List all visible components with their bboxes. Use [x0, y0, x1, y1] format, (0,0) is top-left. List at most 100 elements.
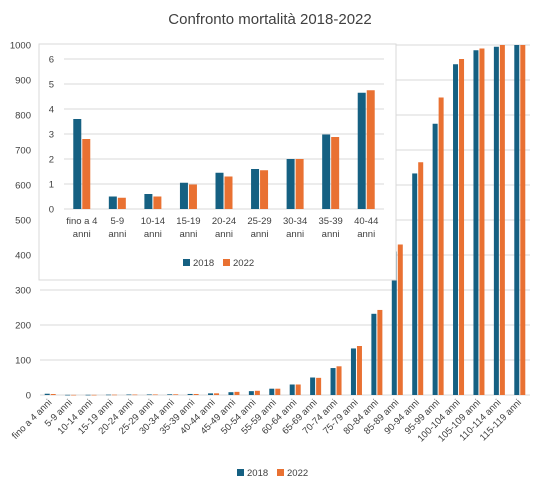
main-bar-2018-7	[187, 393, 193, 395]
main-bar-2018-0	[44, 393, 50, 395]
main-bar-2022-12	[295, 384, 301, 395]
main-bar-2022-14	[336, 366, 342, 395]
inset-x-tick-label: 15-19 anni	[176, 216, 200, 240]
main-y-tick-label: 800	[15, 111, 31, 122]
inset-legend-swatch-2022	[223, 259, 230, 266]
main-bar-2022-0	[50, 394, 56, 395]
main-bar-2022-5	[152, 394, 158, 396]
main-bar-2022-18	[418, 162, 424, 395]
main-legend-label-2022: 2022	[287, 468, 308, 479]
main-bar-2022-1	[71, 394, 77, 396]
inset-legend: 2018 2022	[183, 258, 254, 269]
main-bar-2022-9	[234, 391, 240, 395]
main-bar-2018-12	[289, 384, 295, 395]
main-bar-2018-19	[432, 123, 438, 395]
main-y-tick-label: 500	[15, 216, 31, 227]
inset-bar-2022-6	[295, 159, 304, 209]
inset-x-tick-label: 20-24 anni	[212, 216, 236, 240]
main-y-tick-label: 100	[15, 356, 31, 367]
inset-x-tick-label: 30-34 anni	[283, 216, 307, 240]
main-y-tick-label: 1000	[10, 41, 31, 52]
main-bar-2022-6	[173, 394, 179, 395]
inset-x-tick-label: 5-9 anni	[108, 216, 126, 240]
inset-bar-2018-8	[357, 92, 366, 209]
main-legend-swatch-2018	[237, 469, 244, 476]
inset-bar-2022-2	[153, 196, 162, 209]
main-bar-2018-23	[514, 45, 520, 395]
inset-bar-2018-2	[144, 194, 153, 209]
inset-bar-2018-3	[179, 182, 188, 209]
main-bar-2018-22	[493, 46, 499, 395]
inset-y-tick-label: 5	[49, 80, 54, 91]
main-y-tick-label: 0	[26, 391, 31, 402]
inset-bar-2018-7	[322, 134, 331, 209]
inset-bar-2022-3	[188, 184, 197, 209]
main-bar-2022-21	[479, 48, 485, 395]
inset-bar-2022-1	[117, 197, 126, 209]
main-bar-2022-15	[356, 346, 362, 395]
main-bar-2018-2	[85, 394, 91, 396]
main-bar-2022-3	[111, 394, 117, 396]
inset-x-tick-label: 35-39 anni	[319, 216, 343, 240]
inset-bar-2018-4	[215, 172, 224, 209]
main-bar-2022-22	[499, 45, 505, 395]
main-y-tick-label: 300	[15, 286, 31, 297]
inset-legend-label-2022: 2022	[233, 258, 254, 269]
inset-x-tick-label: fino a 4 anni	[66, 216, 97, 240]
main-bar-2018-17	[391, 251, 397, 395]
main-y-tick-label: 600	[15, 181, 31, 192]
inset-y-tick-label: 0	[49, 205, 54, 216]
main-bar-2018-15	[350, 348, 356, 395]
inset-bar-2018-6	[286, 159, 295, 209]
main-bar-2018-10	[248, 391, 254, 395]
inset-legend-label-2018: 2018	[193, 258, 214, 269]
inset-bar-2022-8	[366, 90, 375, 209]
main-bar-2022-4	[132, 394, 138, 396]
main-bar-2018-13	[310, 377, 316, 395]
inset-bar-2018-0	[73, 119, 82, 209]
main-bar-2022-2	[91, 394, 97, 396]
main-y-tick-label: 200	[15, 321, 31, 332]
main-bar-2022-8	[214, 393, 220, 395]
main-bar-2022-20	[459, 59, 465, 395]
main-bar-2022-19	[438, 97, 444, 395]
inset-x-tick-label: 25-29 anni	[247, 216, 271, 240]
inset-y-tick-label: 2	[49, 155, 54, 166]
main-legend-swatch-2022	[277, 469, 284, 476]
main-bar-2018-3	[105, 394, 111, 396]
main-bar-2018-11	[269, 388, 275, 395]
main-bar-2022-11	[275, 388, 281, 395]
inset-y-tick-label: 1	[49, 180, 54, 191]
main-bar-2018-5	[146, 394, 152, 396]
inset-bar-2022-0	[82, 139, 91, 209]
inset-bar-2022-4	[224, 176, 233, 209]
inset-chart: 0 1 2 3 4 5 6 fino a 4 anni 5-9 anni 10-14 anni 15-1…	[38, 43, 397, 281]
main-legend: 2018 2022	[237, 468, 308, 479]
main-bar-2018-6	[167, 394, 173, 395]
inset-bar-2022-5	[260, 170, 269, 209]
main-bar-2018-8	[208, 393, 214, 395]
inset-y-tick-label: 3	[49, 130, 54, 141]
main-y-tick-label: 900	[15, 76, 31, 87]
main-bar-2018-4	[126, 394, 132, 396]
main-bar-2018-9	[228, 392, 234, 395]
main-bar-2022-16	[377, 309, 383, 395]
main-bar-2018-16	[371, 313, 377, 395]
chart-title: Confronto mortalità 2018-2022	[168, 11, 371, 28]
inset-chart-frame	[38, 43, 397, 281]
main-bar-2022-23	[520, 45, 526, 395]
inset-bar-2018-1	[108, 196, 117, 209]
inset-y-tick-label: 4	[49, 105, 54, 116]
main-bar-2022-13	[316, 377, 322, 395]
inset-y-tick-label: 6	[49, 55, 54, 66]
inset-bar-2018-5	[251, 169, 260, 209]
main-bar-2022-7	[193, 393, 199, 395]
main-bar-2018-1	[65, 394, 71, 396]
main-legend-label-2018: 2018	[247, 468, 268, 479]
main-bar-2018-14	[330, 368, 336, 395]
inset-x-tick-label: 40-44 anni	[354, 216, 378, 240]
main-y-tick-label: 700	[15, 146, 31, 157]
main-bar-2022-10	[254, 390, 260, 395]
main-bar-2018-21	[473, 50, 479, 395]
